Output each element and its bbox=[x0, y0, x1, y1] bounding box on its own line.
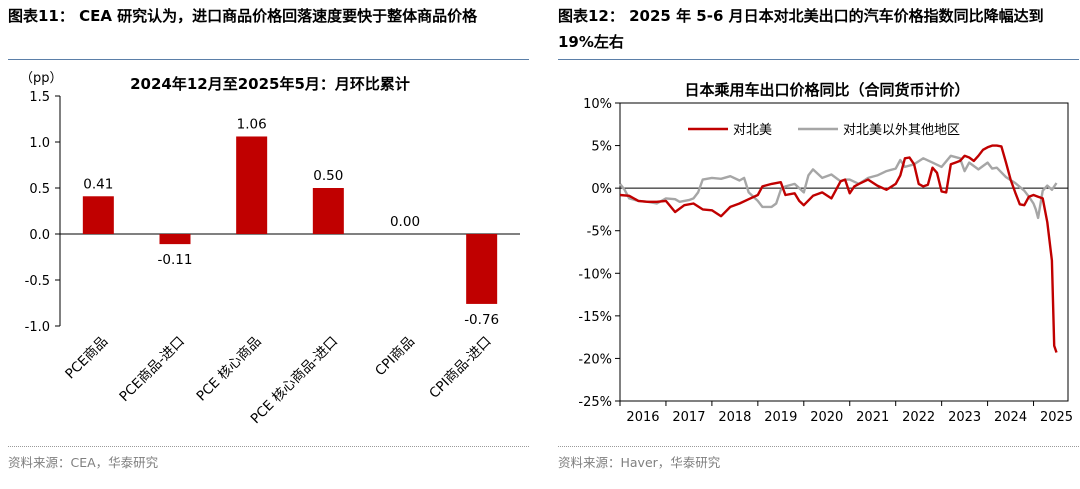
bar-category-label: PCE商品 bbox=[62, 334, 111, 383]
bar-value-label: -0.76 bbox=[464, 312, 499, 328]
bar-y-tick-label: 1.0 bbox=[29, 136, 50, 151]
bar bbox=[236, 136, 268, 234]
line-y-tick-label: 10% bbox=[583, 97, 612, 112]
right-header-rule bbox=[558, 59, 1079, 60]
bar-y-tick-label: 1.5 bbox=[29, 90, 50, 105]
bar bbox=[159, 234, 191, 245]
bar-y-tick-label: 0.5 bbox=[29, 182, 50, 197]
left-footer-rule bbox=[8, 446, 529, 447]
line-y-tick-label: -5% bbox=[587, 225, 612, 240]
line-y-tick-label: 5% bbox=[591, 140, 612, 155]
bar bbox=[312, 188, 344, 234]
line-x-tick-label: 2022 bbox=[902, 410, 935, 425]
legend: 对北美 对北美以外其他地区 bbox=[688, 123, 960, 138]
line-y-tick-label: -15% bbox=[578, 310, 612, 325]
bar-value-label: 1.06 bbox=[237, 116, 267, 132]
line-x-tick-label: 2018 bbox=[718, 410, 751, 425]
bar bbox=[466, 234, 498, 304]
bar-y-tick-label: -1.0 bbox=[25, 320, 50, 335]
bar-value-label: -0.11 bbox=[158, 252, 193, 268]
series-line-north-america bbox=[619, 144, 1058, 353]
bar-y-tick-label: 0.0 bbox=[29, 228, 50, 243]
line-y-tick-label: 0% bbox=[591, 182, 612, 197]
line-x-tick-label: 2016 bbox=[626, 410, 659, 425]
line-x-tick-label: 2020 bbox=[810, 410, 843, 425]
bar-category-label: PCE 核心商品 bbox=[194, 334, 265, 405]
bar bbox=[82, 196, 114, 234]
legend-label-north-america: 对北美 bbox=[733, 123, 772, 138]
line-x-tick-label: 2025 bbox=[1040, 410, 1073, 425]
line-chart-title: 日本乘用车出口价格同比（合同货币计价） bbox=[684, 81, 969, 99]
right-footer-rule bbox=[558, 446, 1079, 447]
left-header-rule bbox=[8, 59, 529, 60]
line-y-tick-label: -10% bbox=[578, 267, 612, 282]
bar-value-label: 0.50 bbox=[313, 168, 343, 184]
line-x-tick-label: 2023 bbox=[948, 410, 981, 425]
bar-chart-title: 2024年12月至2025年5月：月环比累计 bbox=[130, 75, 410, 93]
bar-chart-ylabel: （pp） bbox=[20, 71, 63, 86]
left-figure-header: 图表11： CEA 研究认为，进口商品价格回落速度要快于整体商品价格 bbox=[8, 7, 478, 25]
bar-category-label: CPI商品 bbox=[372, 334, 418, 380]
line-chart-plot-frame bbox=[619, 102, 1069, 402]
left-source-note: 资料来源：CEA，华泰研究 bbox=[8, 455, 159, 470]
bar-y-tick-label: -0.5 bbox=[25, 274, 50, 289]
bar-category-label: CPI商品-进口 bbox=[426, 334, 494, 402]
line-x-tick-label: 2019 bbox=[764, 410, 797, 425]
bar-category-label: PCE商品-进口 bbox=[116, 334, 187, 405]
line-x-tick-label: 2024 bbox=[994, 410, 1027, 425]
bar-value-label: 0.41 bbox=[83, 176, 113, 192]
line-y-tick-label: -25% bbox=[578, 395, 612, 410]
bar-value-label: 0.00 bbox=[390, 214, 420, 230]
right-figure-header-line1: 图表12： 2025 年 5-6 月日本对北美出口的汽车价格指数同比降幅达到 bbox=[558, 7, 1044, 25]
line-chart: 日本乘用车出口价格同比（合同货币计价） 10% 5% 0% -5% -10% -15% -2… bbox=[578, 81, 1073, 425]
right-source-note: 资料来源：Haver，华泰研究 bbox=[558, 455, 721, 470]
line-y-tick-label: -20% bbox=[578, 352, 612, 367]
bar-chart: 2024年12月至2025年5月：月环比累计 （pp） 1.5 1.0 0.5 0.0… bbox=[20, 71, 520, 427]
line-x-tick-label: 2021 bbox=[856, 410, 889, 425]
right-figure-header-line2: 19%左右 bbox=[558, 33, 624, 51]
legend-label-other-regions: 对北美以外其他地区 bbox=[843, 123, 960, 138]
line-x-tick-label: 2017 bbox=[672, 410, 705, 425]
